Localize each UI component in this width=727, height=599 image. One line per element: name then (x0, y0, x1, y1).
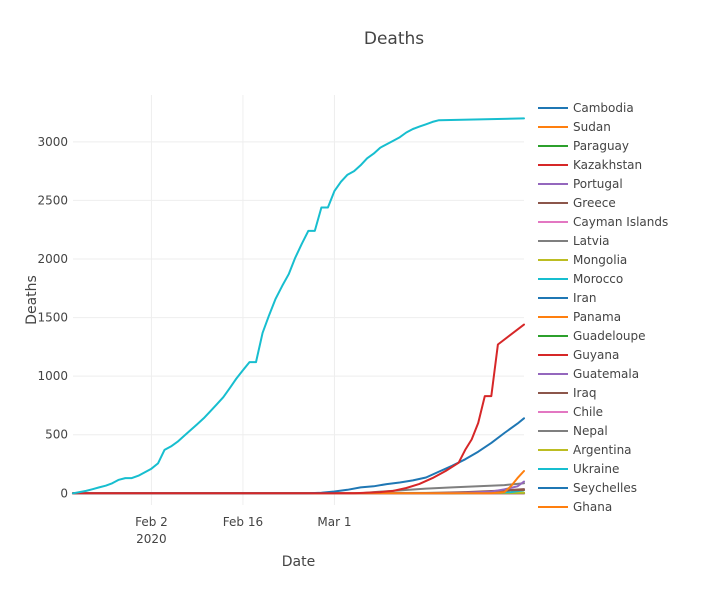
legend-label-chile: Chile (573, 405, 603, 419)
legend-label-kazakhstan: Kazakhstan (573, 158, 642, 172)
y-tick-label: 500 (45, 428, 68, 442)
legend-label-argentina: Argentina (573, 443, 632, 457)
legend-label-guatemala: Guatemala (573, 367, 639, 381)
legend-label-guyana: Guyana (573, 348, 619, 362)
legend-label-iraq: Iraq (573, 386, 596, 400)
x-axis-title: Date (282, 554, 315, 570)
series-line-guyana (73, 325, 524, 494)
y-tick-label: 2000 (37, 252, 68, 266)
legend-label-guadeloupe: Guadeloupe (573, 329, 646, 343)
x-tick-sublabel: 2020 (136, 532, 167, 546)
series-line-ukraine (73, 118, 524, 493)
legend-label-greece: Greece (573, 196, 616, 210)
chart-title: Deaths (364, 29, 424, 49)
legend-label-ukraine: Ukraine (573, 462, 619, 476)
legend-label-mongolia: Mongolia (573, 253, 627, 267)
legend-label-cambodia: Cambodia (573, 101, 634, 115)
x-tick-label: Feb 16 (223, 515, 263, 529)
legend-label-latvia: Latvia (573, 234, 610, 248)
legend-label-cayman-islands: Cayman Islands (573, 215, 668, 229)
x-tick-label: Mar 1 (317, 515, 351, 529)
legend-label-portugal: Portugal (573, 177, 623, 191)
y-tick-label: 1500 (37, 311, 68, 325)
legend-label-sudan: Sudan (573, 120, 611, 134)
legend-label-iran: Iran (573, 291, 596, 305)
y-axis-title: Deaths (24, 275, 40, 325)
legend-label-panama: Panama (573, 310, 621, 324)
y-tick-label: 3000 (37, 135, 68, 149)
legend-label-seychelles: Seychelles (573, 481, 637, 495)
y-tick-label: 0 (60, 486, 68, 500)
legend-label-nepal: Nepal (573, 424, 608, 438)
legend-label-ghana: Ghana (573, 500, 612, 514)
series-line-iran (73, 418, 524, 493)
y-tick-label: 2500 (37, 193, 68, 207)
x-tick-label: Feb 2 (135, 515, 168, 529)
legend-label-morocco: Morocco (573, 272, 623, 286)
y-tick-label: 1000 (37, 369, 68, 383)
legend-label-paraguay: Paraguay (573, 139, 629, 153)
